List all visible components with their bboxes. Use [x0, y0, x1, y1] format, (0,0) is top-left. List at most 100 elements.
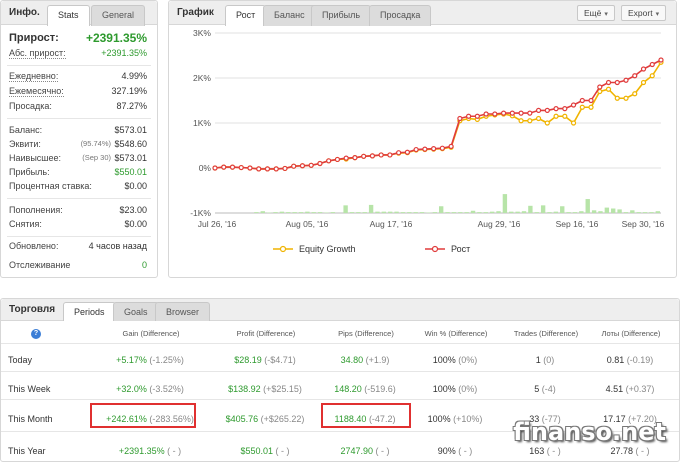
- cell-gain: +2391.35% ( - ): [100, 446, 200, 456]
- tab-browser[interactable]: Browser: [155, 302, 211, 321]
- win-value: 100%: [427, 414, 451, 424]
- abs-growth-label[interactable]: Абс. прирост:: [9, 48, 66, 59]
- tab-periods[interactable]: Periods: [63, 302, 116, 321]
- gain-difference: (-1.25%): [149, 355, 184, 365]
- highest-value: $573.01: [114, 153, 147, 163]
- gain-difference: (-283.56%): [149, 414, 194, 424]
- header-trades: Trades (Difference): [513, 329, 579, 338]
- volume-bar: [540, 205, 546, 213]
- cell-lots: 17.17 (+7.20): [580, 414, 680, 424]
- info-panel-title: Инфо.: [9, 7, 40, 18]
- balance-value: $573.01: [114, 125, 147, 135]
- row-label: This Year: [8, 446, 46, 456]
- volume-bar: [458, 212, 463, 213]
- volume-bar: [451, 212, 457, 213]
- deposits-row: Пополнения: $23.00: [9, 205, 149, 219]
- deposits-label: Пополнения:: [9, 205, 63, 215]
- profit-value: $28.19: [234, 355, 262, 365]
- volume-bar: [502, 194, 508, 213]
- daily-label[interactable]: Ежедневно:: [9, 71, 59, 82]
- series-point: [431, 146, 437, 152]
- volume-bar: [553, 211, 559, 213]
- profit-label: Прибыль:: [9, 167, 50, 177]
- tab-goals[interactable]: Goals: [113, 302, 159, 321]
- cell-pips: 2747.90 ( - ): [315, 446, 415, 456]
- series-point: [544, 120, 550, 126]
- header-pips: Pips (Difference): [338, 329, 394, 338]
- trades-value: 33: [529, 414, 540, 424]
- pips-value: 1188.40: [334, 414, 367, 424]
- volume-bar: [636, 212, 641, 213]
- series-point: [562, 105, 568, 112]
- series-point: [588, 97, 594, 104]
- cell-win: 100% (0%): [405, 384, 505, 394]
- equity-percent: (95.74%): [80, 139, 111, 148]
- y-tick-label: -1K%: [190, 208, 211, 218]
- lots-difference: ( - ): [635, 446, 650, 456]
- volume-bar: [343, 205, 348, 213]
- series-point: [474, 113, 480, 119]
- trading-panel-header: Торговля Periods Goals Browser: [1, 299, 679, 321]
- tab-stats[interactable]: Stats: [47, 5, 90, 26]
- volume-bar: [464, 212, 469, 213]
- cell-lots: 4.51 (+0.37): [580, 384, 680, 394]
- export-button[interactable]: Export ▾: [621, 5, 667, 21]
- y-tick-label: 1K%: [193, 118, 211, 128]
- legend-label: Рост: [451, 244, 470, 254]
- volume-bar: [649, 212, 654, 213]
- trading-panel: Торговля Periods Goals Browser ? Gain (D…: [0, 298, 680, 462]
- export-button-label: Export: [628, 8, 653, 18]
- tracking-value[interactable]: 0: [141, 260, 147, 270]
- tab-profit[interactable]: Прибыль: [311, 5, 372, 26]
- pips-difference: (-47.2): [368, 414, 396, 424]
- tab-general[interactable]: General: [91, 5, 146, 26]
- tracking-label: Отслеживание: [9, 260, 71, 270]
- volume-bar: [298, 212, 304, 213]
- series-point: [527, 110, 533, 116]
- cell-lots: 27.78 ( - ): [580, 446, 680, 456]
- profit-difference: (-$4.71): [264, 355, 296, 365]
- row-divider: [1, 399, 679, 400]
- volume-bar: [432, 212, 437, 213]
- cell-win: 90% ( - ): [405, 446, 505, 456]
- tab-drawdown[interactable]: Просадка: [369, 5, 432, 26]
- series-point: [308, 162, 314, 168]
- series-point: [273, 166, 279, 172]
- win-difference: (0%): [458, 355, 478, 365]
- divider: [7, 118, 151, 119]
- x-tick-label: Aug 05, '16: [286, 219, 329, 229]
- row-label: This Month: [8, 414, 53, 424]
- abs-growth-row: Абс. прирост: +2391.35%: [9, 48, 149, 62]
- tab-balance[interactable]: Баланс: [263, 5, 316, 26]
- series-point: [640, 66, 647, 72]
- series-point: [291, 163, 297, 169]
- volume-bar: [381, 211, 387, 213]
- volume-bar: [413, 212, 418, 213]
- volume-bar: [585, 199, 590, 213]
- lots-difference: (+7.20): [628, 414, 657, 424]
- highlight-box-gain: [90, 403, 196, 428]
- lots-difference: (+0.37): [625, 384, 655, 394]
- monthly-label[interactable]: Ежемесячно:: [9, 86, 64, 97]
- pips-value: 148.20: [334, 384, 362, 394]
- series-point: [212, 165, 218, 171]
- series-point: [422, 146, 428, 152]
- cell-pips: 34.80 (+1.9): [315, 355, 415, 365]
- gain-value: +242.61%: [106, 414, 147, 424]
- help-icon[interactable]: ?: [31, 329, 41, 339]
- volume-bar: [655, 211, 660, 213]
- volume-bar: [375, 211, 380, 213]
- tab-growth[interactable]: Рост: [225, 5, 267, 26]
- info-panel: Инфо. Stats General Прирост: +2391.35% А…: [0, 0, 158, 278]
- series-point: [466, 113, 472, 119]
- interest-label: Процентная ставка:: [9, 181, 92, 191]
- series-point: [256, 166, 262, 172]
- row-label: Today: [8, 355, 33, 365]
- series-point: [282, 165, 288, 172]
- volume-bar: [368, 204, 374, 213]
- more-button[interactable]: Ещё ▾: [577, 5, 615, 21]
- volume-bar: [496, 211, 501, 213]
- volume-bar: [279, 211, 285, 213]
- growth-value: +2391.35%: [85, 31, 147, 45]
- daily-value: 4.99%: [121, 71, 147, 81]
